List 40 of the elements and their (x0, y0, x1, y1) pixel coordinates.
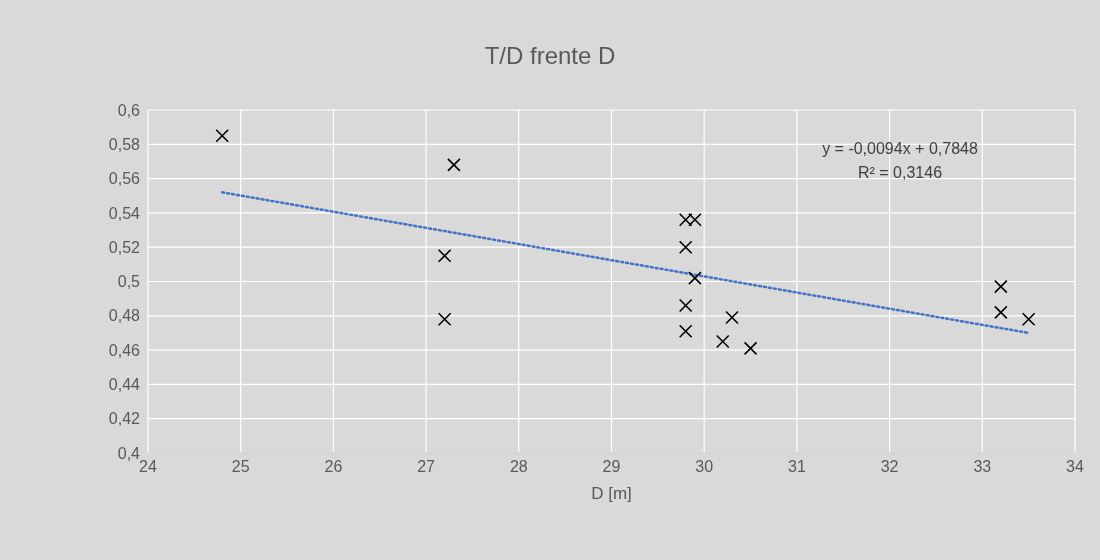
point (215, 128, 229, 143)
x-tick-label: 28 (509, 458, 528, 476)
point (678, 324, 693, 339)
point (678, 240, 693, 254)
x-tick-label: 27 (417, 458, 436, 476)
point (437, 312, 452, 327)
x-tick-label: 24 (139, 458, 157, 476)
annotation: y = -0,0094x + 0,7848 (821, 140, 979, 158)
point (447, 158, 461, 172)
x-axis-title: D [m] (590, 484, 633, 504)
point (678, 298, 693, 313)
y-tick-label: 0,46 (108, 341, 141, 359)
point (743, 341, 758, 356)
y-tick-label: 0,6 (117, 101, 141, 119)
x-tick-label: 29 (602, 458, 621, 476)
point (715, 334, 730, 349)
x-tick-label: 33 (973, 458, 992, 476)
point (688, 271, 702, 285)
y-tick-label: 0,44 (108, 376, 141, 394)
y-tick-label: 0,4 (117, 444, 141, 462)
y-tick-label: 0,48 (108, 307, 141, 325)
x-tick-label: 30 (695, 458, 714, 476)
x-tick-label: 25 (231, 458, 250, 476)
point (437, 248, 452, 263)
x-tick-label: 32 (880, 458, 899, 476)
point (1021, 312, 1036, 327)
y-tick-label: 0,42 (108, 410, 141, 428)
chart-title: T/D frente D (483, 42, 617, 70)
x-tick-label: 31 (788, 458, 806, 476)
point (994, 305, 1008, 320)
annotation: R² = 0,3146 (856, 164, 944, 182)
y-tick-label: 0,56 (108, 170, 141, 188)
x-tick-label: 26 (324, 458, 343, 476)
x-tick-label: 34 (1066, 458, 1084, 476)
point (994, 279, 1008, 294)
y-tick-label: 0,52 (108, 238, 141, 256)
y-tick-label: 0,54 (108, 204, 141, 222)
point (725, 310, 739, 325)
y-tick-label: 0,5 (117, 273, 141, 291)
y-tick-label: 0,58 (108, 135, 141, 153)
